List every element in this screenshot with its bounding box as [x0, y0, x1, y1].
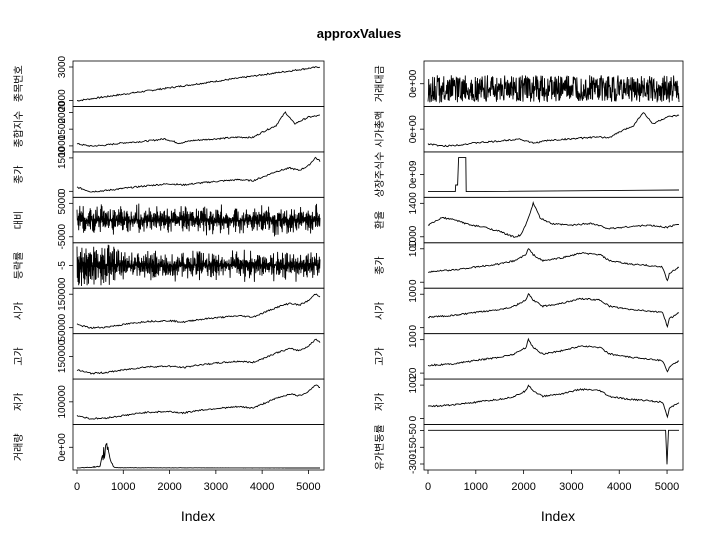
x-axis-label-right: Index [541, 508, 575, 524]
series-line [76, 156, 321, 193]
y-tick-label: 1000 [57, 134, 68, 157]
y-axis-label: 종목번호 [13, 65, 25, 102]
y-tick-label: 2000 [57, 101, 68, 124]
x-tick-label: 3000 [204, 481, 228, 493]
panel-frame [72, 378, 325, 425]
series-line [427, 200, 680, 238]
y-axis-label: 시가총액 [374, 111, 386, 148]
series-line [427, 337, 680, 373]
y-tick-label: -300 [408, 454, 419, 474]
y-axis-label: 상장주식수 [374, 152, 386, 198]
x-tick-label: 0 [425, 481, 431, 493]
panel-frame [72, 60, 325, 107]
y-tick-label: -5 [57, 261, 68, 270]
y-tick-label: 0 [408, 324, 419, 330]
x-tick-label: 5000 [296, 481, 320, 493]
series-line [76, 203, 321, 237]
x-tick-label: 0 [74, 481, 80, 493]
series-line [427, 75, 680, 104]
x-tick-label: 1000 [111, 481, 135, 493]
y-axis-label: 등락률 [13, 252, 25, 280]
y-tick-label: 0 [408, 279, 419, 285]
series-line [428, 429, 679, 465]
y-tick-label: 1400 [408, 192, 419, 215]
y-axis-label: 저가 [374, 393, 386, 411]
series-line [427, 248, 680, 282]
x-tick-label: 5000 [655, 481, 679, 493]
x-tick-label: 4000 [250, 481, 274, 493]
series-line [427, 384, 680, 419]
x-axis-label-left: Index [181, 508, 215, 524]
x-tick-label: 2000 [511, 481, 535, 493]
series-line [427, 293, 680, 329]
y-tick-label: 0e+00 [57, 433, 68, 462]
panel-frame [423, 333, 684, 380]
chart-title: approxValues [317, 26, 402, 41]
panel-frame [423, 424, 684, 471]
y-tick-label: 100 [408, 376, 419, 393]
series-line [76, 66, 320, 102]
y-tick-label: 150000 [57, 339, 68, 373]
panel-frame [423, 378, 684, 425]
series-line [76, 111, 320, 147]
panel-frame [423, 196, 684, 244]
y-axis-label: 시가 [374, 302, 386, 320]
y-tick-label: 20 [408, 367, 419, 379]
series-line [76, 384, 320, 420]
y-tick-label: 2000 [57, 89, 68, 112]
x-tick-label: 3000 [559, 481, 583, 493]
panel-frame [72, 287, 325, 335]
series-line [428, 157, 680, 193]
y-axis-label: 종가 [374, 256, 386, 274]
y-tick-label: 1500 [57, 146, 68, 169]
x-tick-label: 1000 [464, 481, 488, 493]
y-axis-label: 종가 [13, 165, 25, 183]
y-axis-label: 고가 [13, 347, 25, 365]
y-axis-label: 고가 [374, 347, 386, 365]
y-tick-label: -5000 [57, 224, 68, 250]
y-tick-label: -150 [408, 437, 419, 457]
x-tick-label: 2000 [157, 481, 181, 493]
y-axis-label: 대비 [13, 211, 25, 229]
y-tick-label: 1000 [408, 225, 419, 248]
y-tick-label: 50000 [57, 313, 68, 341]
y-tick-label: 100000 [57, 385, 68, 419]
y-tick-label: 150000 [57, 277, 68, 311]
series-line [76, 244, 321, 287]
y-tick-label: 0 [408, 415, 419, 421]
series-line [76, 442, 320, 469]
series-line [76, 293, 321, 330]
y-tick-label: 3000 [57, 55, 68, 78]
y-tick-label: 100 [408, 331, 419, 348]
panel-frame [72, 333, 325, 380]
y-axis-label: 유가변동률 [374, 424, 386, 470]
y-tick-label: 0 [57, 188, 68, 194]
y-axis-label: 저가 [13, 393, 25, 411]
y-tick-label: 1500 [57, 118, 68, 141]
y-tick-label: 100 [408, 240, 419, 257]
y-tick-label: 0e+00 [408, 115, 419, 144]
y-axis-label: 시가 [13, 302, 25, 320]
y-axis-label: 환율 [374, 211, 386, 229]
y-tick-label: -50 [408, 423, 419, 438]
y-axis-label: 종합지수 [13, 111, 25, 148]
series-line [427, 112, 680, 148]
y-axis-label: 거래량 [13, 433, 25, 461]
y-tick-label: 100 [408, 285, 419, 302]
y-tick-label: 5000 [57, 192, 68, 215]
y-axis-label: 거래대금 [374, 65, 386, 102]
y-tick-label: 0e+00 [408, 69, 419, 98]
panel-frame [72, 151, 325, 198]
series-line [76, 338, 321, 375]
panel-frame [72, 424, 325, 471]
x-tick-label: 4000 [607, 481, 631, 493]
y-tick-label: 0e+09 [408, 160, 419, 189]
